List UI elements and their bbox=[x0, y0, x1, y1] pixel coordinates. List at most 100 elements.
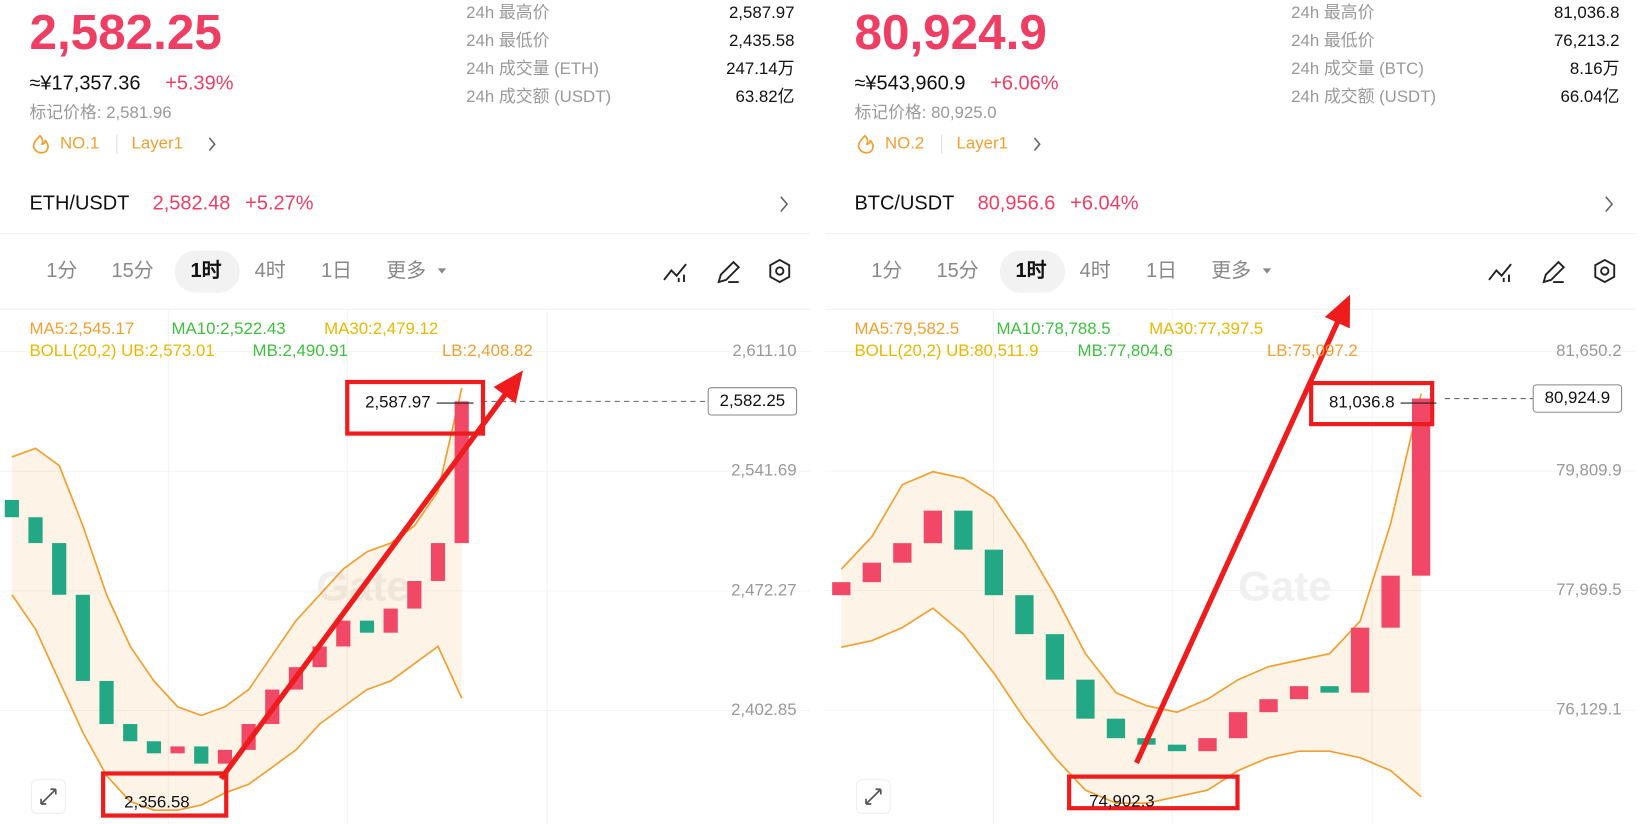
last-price-box bbox=[1532, 384, 1623, 413]
low-annotation: 74,902.3 bbox=[1089, 791, 1155, 810]
stat-value: 247.14万 bbox=[726, 59, 794, 78]
last-price-label: 80,924.9 bbox=[1545, 388, 1611, 407]
dropdown-caret bbox=[1262, 268, 1272, 274]
boll-legend: BOLL(20,2) UB:80,511.9 bbox=[854, 341, 1038, 360]
highlight-box bbox=[101, 771, 229, 818]
ma-legend: MA10:78,788.5 bbox=[997, 319, 1111, 338]
candle bbox=[1198, 738, 1217, 752]
stat-value: 76,213.2 bbox=[1554, 31, 1620, 50]
stat-label: 24h 最高价 bbox=[466, 3, 549, 22]
y-tick-label: 79,809.9 bbox=[1556, 460, 1622, 479]
chevron bbox=[1033, 137, 1041, 152]
stat-label: 24h 最低价 bbox=[1291, 31, 1374, 50]
interval-tab[interactable]: 1日 bbox=[1146, 260, 1177, 282]
boll-band-fill bbox=[841, 393, 1422, 804]
y-tick-label: 2,472.27 bbox=[731, 580, 797, 599]
pair-name[interactable]: BTC/USDT bbox=[854, 192, 954, 214]
stat-value: 2,435.58 bbox=[729, 31, 795, 50]
chevron bbox=[208, 137, 216, 152]
interval-tab[interactable]: 4时 bbox=[255, 259, 286, 282]
boll-legend: LB:2,408.82 bbox=[442, 341, 533, 360]
stat-label: 24h 成交量 (ETH) bbox=[466, 59, 599, 78]
pair-pct: +6.04% bbox=[1070, 192, 1139, 214]
stat-value: 8.16万 bbox=[1570, 59, 1620, 78]
candle bbox=[194, 746, 209, 764]
arrow-shaft bbox=[1134, 312, 1344, 765]
expand-icon bbox=[40, 788, 57, 805]
candle bbox=[984, 549, 1004, 596]
ma-legend: MA5:79,582.5 bbox=[854, 319, 959, 338]
rank-tag[interactable]: NO.2 bbox=[885, 134, 924, 153]
draw-icon[interactable] bbox=[717, 260, 741, 284]
candle bbox=[407, 580, 422, 609]
interval-tab[interactable]: 1日 bbox=[321, 260, 352, 282]
pair-name[interactable]: ETH/USDT bbox=[29, 192, 129, 214]
candle bbox=[146, 741, 162, 754]
stat-label: 24h 最高价 bbox=[1291, 3, 1374, 22]
low-annotation: 2,356.58 bbox=[124, 792, 190, 811]
stat-label: 24h 成交量 (BTC) bbox=[1291, 59, 1424, 78]
interval-tab[interactable]: 4时 bbox=[1080, 259, 1111, 282]
ma-legend: MA5:2,545.17 bbox=[29, 319, 134, 338]
indicator-icon[interactable] bbox=[1488, 263, 1512, 283]
candle bbox=[123, 724, 138, 742]
stat-label: 24h 成交额 (USDT) bbox=[466, 87, 611, 106]
rank-tag[interactable]: NO.1 bbox=[60, 134, 99, 153]
cny-price: ≈¥17,357.36 bbox=[29, 72, 140, 94]
arrow-shaft bbox=[218, 385, 513, 781]
y-tick-label: 77,969.5 bbox=[1556, 580, 1622, 599]
candle bbox=[1106, 718, 1126, 739]
boll-legend: LB:75,097.2 bbox=[1267, 341, 1358, 360]
indicator-icon[interactable] bbox=[663, 263, 687, 283]
interval-tab[interactable]: 15分 bbox=[937, 259, 979, 282]
pair-pct: +5.27% bbox=[245, 192, 314, 214]
change-pct: +6.06% bbox=[990, 72, 1059, 94]
mark-price: 标记价格: 2,581.96 bbox=[29, 103, 171, 122]
last-price: 2,582.25 bbox=[29, 5, 221, 60]
candle bbox=[454, 401, 469, 544]
boll-legend: MB:77,804.6 bbox=[1078, 341, 1173, 360]
cny-price: ≈¥543,960.9 bbox=[854, 72, 965, 94]
candle bbox=[359, 620, 375, 633]
candle bbox=[99, 680, 114, 725]
chevron bbox=[780, 196, 789, 213]
candle bbox=[1167, 744, 1187, 752]
last-price: 80,924.9 bbox=[854, 5, 1046, 60]
last-price-label: 2,582.25 bbox=[720, 391, 786, 410]
draw-icon[interactable] bbox=[1542, 260, 1566, 284]
sector-tag[interactable]: Layer1 bbox=[957, 134, 1008, 153]
interval-tab[interactable]: 1时 bbox=[190, 259, 221, 282]
stat-value: 81,036.8 bbox=[1554, 3, 1620, 22]
interval-tab[interactable]: 15分 bbox=[112, 259, 154, 282]
high-annotation: 81,036.8 bbox=[1329, 393, 1395, 412]
interval-tab[interactable]: 1时 bbox=[1015, 259, 1046, 282]
high-annotation: 2,587.97 bbox=[365, 393, 431, 412]
candle bbox=[923, 510, 943, 544]
interval-tab[interactable]: 1分 bbox=[871, 259, 902, 282]
interval-tab[interactable]: 更多 bbox=[1211, 259, 1251, 282]
flame-icon bbox=[857, 134, 874, 154]
settings-icon-dot bbox=[1600, 266, 1610, 276]
candle bbox=[893, 543, 912, 563]
candle bbox=[4, 500, 19, 518]
candle bbox=[1320, 686, 1339, 693]
candle bbox=[336, 620, 351, 647]
settings-icon[interactable] bbox=[1594, 258, 1616, 284]
mark-price: 标记价格: 80,925.0 bbox=[854, 103, 996, 122]
arrow-head bbox=[1324, 294, 1351, 329]
interval-tab[interactable]: 更多 bbox=[386, 259, 426, 282]
pair-price: 2,582.48 bbox=[153, 192, 231, 214]
boll-lower bbox=[11, 594, 463, 812]
interval-tab[interactable]: 1分 bbox=[46, 259, 77, 282]
candle bbox=[1045, 634, 1065, 680]
settings-icon[interactable] bbox=[769, 258, 791, 284]
candle bbox=[52, 543, 67, 595]
active-tab-bg bbox=[174, 250, 240, 293]
y-tick-label: 76,129.1 bbox=[1556, 700, 1622, 719]
sector-tag[interactable]: Layer1 bbox=[132, 134, 183, 153]
candle bbox=[1350, 627, 1370, 693]
candle bbox=[1289, 686, 1309, 700]
stat-value: 2,587.97 bbox=[729, 3, 795, 22]
candle bbox=[170, 746, 185, 754]
